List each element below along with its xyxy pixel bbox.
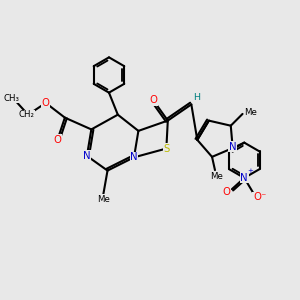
Text: Me: Me — [97, 195, 110, 204]
Text: +: + — [247, 169, 253, 175]
Text: O: O — [149, 95, 157, 105]
Text: N: N — [229, 142, 236, 152]
Text: CH₃: CH₃ — [4, 94, 20, 103]
Text: O: O — [223, 187, 231, 197]
Text: N: N — [130, 152, 138, 162]
Text: CH₂: CH₂ — [19, 110, 34, 119]
Text: O: O — [42, 98, 50, 108]
Text: S: S — [163, 143, 170, 154]
Text: Me: Me — [210, 172, 223, 181]
Text: N: N — [83, 151, 91, 161]
Text: N: N — [241, 173, 248, 183]
Text: O⁻: O⁻ — [253, 192, 266, 202]
Text: O: O — [53, 135, 62, 145]
Text: H: H — [193, 93, 200, 102]
Text: Me: Me — [244, 108, 257, 117]
